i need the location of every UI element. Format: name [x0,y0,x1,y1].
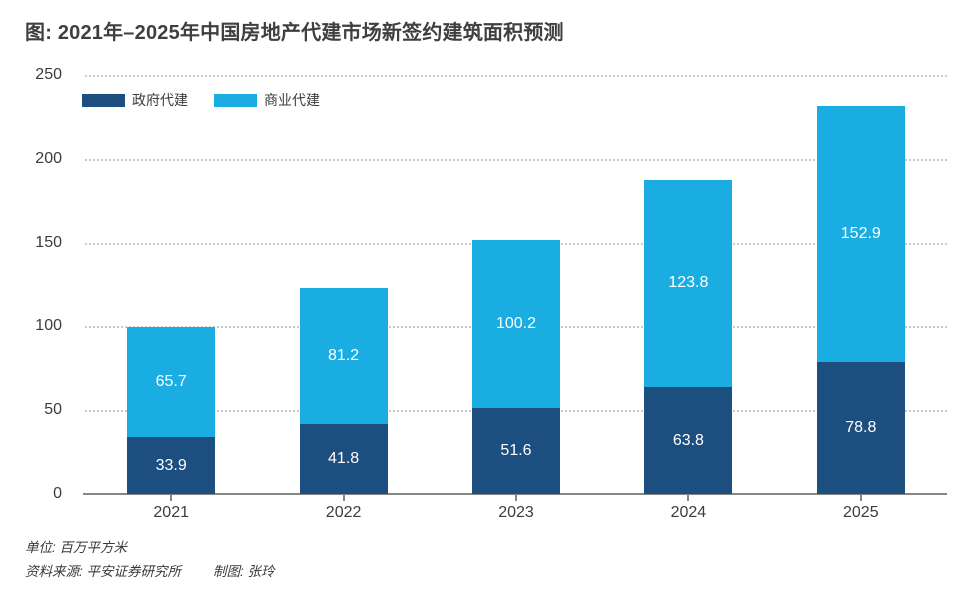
y-axis-tick-label: 200 [35,149,62,167]
y-axis-tick-label: 150 [35,233,62,251]
bar-segment-商业代建-2022: 81.2 [299,287,388,424]
bar-value-label: 65.7 [155,373,187,391]
bar-value-label: 33.9 [155,456,187,474]
x-axis-tick [170,495,173,501]
x-axis-category-label: 2022 [325,504,362,521]
bar-segment-商业代建-2023: 100.2 [472,239,560,408]
x-axis-category-label: 2024 [670,504,707,521]
bar-segment-政府代建-2023: 51.6 [472,407,560,494]
x-axis-tick [859,495,862,501]
legend-item-商业代建: 商业代建 [214,90,320,110]
bar-value-label: 123.8 [668,274,709,292]
legend-item-政府代建: 政府代建 [82,90,188,110]
bar-segment-政府代建-2025: 78.8 [816,361,905,494]
x-axis-tick [515,495,517,501]
source-note: 资料来源: 平安证券研究所 [25,564,182,579]
chart-title: 图: 2021年–2025年中国房地产代建市场新签约建筑面积预测 [25,22,564,44]
x-axis-category-label: 2025 [843,504,879,521]
bar-segment-商业代建-2024: 123.8 [644,179,733,388]
footer-notes: 单位: 百万平方米 资料来源: 平安证券研究所 制图: 张玲 [25,536,275,584]
bar-value-label: 78.8 [845,418,877,436]
x-axis-category-label: 2021 [153,504,189,521]
bar-segment-商业代建-2021: 65.7 [127,327,216,438]
x-axis-category-label: 2023 [498,504,534,521]
bar-value-label: 152.9 [840,224,881,242]
y-axis-tick-label: 100 [35,317,62,335]
bar-value-label: 81.2 [328,346,360,364]
legend-swatch-icon [82,93,125,107]
legend-swatch-icon [214,93,257,107]
bar-value-label: 63.8 [672,431,704,449]
x-axis-tick [342,495,345,501]
credit-note: 制图: 张玲 [213,564,275,579]
bar-value-label: 51.6 [500,441,532,459]
bar-value-label: 100.2 [495,314,537,332]
legend-label: 政府代建 [132,92,188,108]
x-axis-tick [687,495,690,501]
x-axis-line [83,493,947,495]
y-axis-tick-label: 50 [44,401,62,419]
gridline-y200 [85,158,947,161]
y-axis-tick-label: 0 [53,485,62,502]
gridline-y250 [85,75,947,77]
bar-segment-政府代建-2024: 63.8 [644,387,733,494]
legend-label: 商业代建 [264,92,320,108]
source-line: 资料来源: 平安证券研究所 制图: 张玲 [25,560,275,584]
unit-note: 单位: 百万平方米 [25,540,128,555]
bar-segment-政府代建-2021: 33.9 [127,437,216,494]
bar-segment-商业代建-2025: 152.9 [816,105,905,362]
y-axis-tick-label: 250 [35,66,62,83]
bar-segment-政府代建-2022: 41.8 [299,423,388,494]
chart-legend: 政府代建 商业代建 [82,90,320,110]
bar-value-label: 41.8 [328,449,360,467]
